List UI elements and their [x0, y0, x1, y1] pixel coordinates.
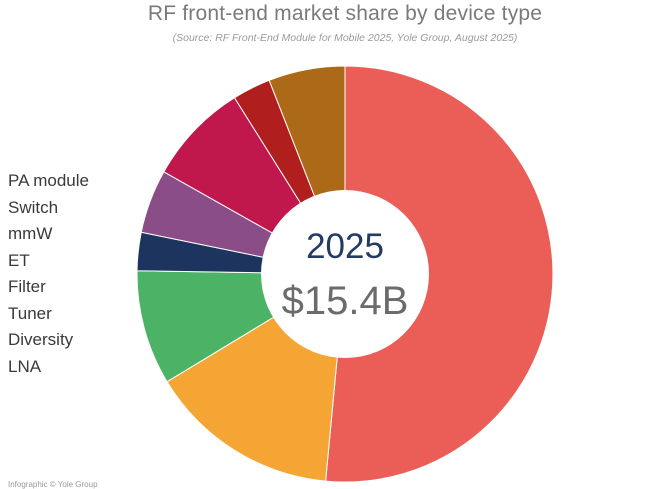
footer-credit: Infographic © Yole Group — [8, 480, 98, 489]
legend-item-diversity: Diversity — [8, 330, 74, 349]
legend-item-tuner: Tuner — [8, 303, 52, 323]
legend: PA module Switch mmW ET Filter Tuner Div… — [8, 170, 89, 382]
legend-item-lna: LNA — [8, 356, 42, 376]
donut-hole — [261, 190, 429, 358]
legend-item-switch: Switch — [8, 197, 59, 217]
center-total: $15.4B — [282, 279, 409, 323]
slice-pa-module — [325, 65, 554, 483]
legend-item-et: ET — [8, 250, 30, 270]
legend-item-filter: Filter — [8, 277, 46, 296]
legend-item-pa-module: PA module — [8, 171, 89, 190]
legend-item-mmw: mmW — [8, 224, 53, 243]
chart-subtitle: (Source: RF Front-End Module for Mobile … — [172, 32, 518, 44]
chart-title: RF front-end market share by device type — [147, 2, 543, 25]
center-year: 2025 — [306, 227, 384, 266]
